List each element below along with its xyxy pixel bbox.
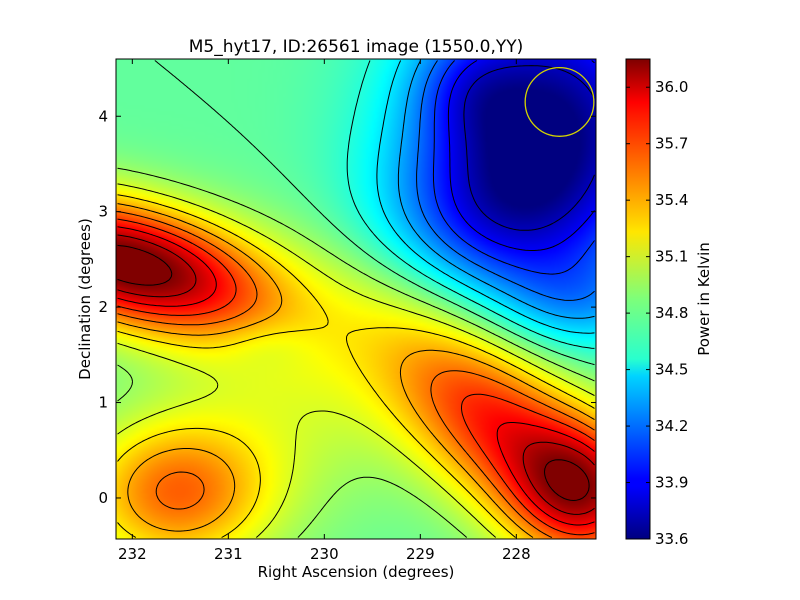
contour-line [416,60,595,301]
y-tick-label: 2 [98,298,108,316]
contour-line [117,234,595,515]
contour-line [117,183,595,538]
colorbar-tick-label: 33.6 [655,530,688,548]
contour-line [463,65,595,231]
contour-line [346,60,595,349]
contour-lines [117,60,595,538]
x-tick-label: 230 [310,545,339,563]
colorbar-tick-label: 35.1 [655,248,688,266]
contour-line [432,60,595,275]
colorbar [625,58,651,540]
colorbar-tick-label: 34.2 [655,417,688,435]
y-tick-label: 4 [98,107,108,125]
contour-line [154,60,595,366]
contour-line [397,60,595,319]
contour-line [447,60,595,251]
y-tick-label: 3 [98,203,108,221]
contour-line [117,218,595,536]
colorbar-tick-label: 35.7 [655,135,688,153]
y-axis-ticks: 0 1 2 3 4 [98,107,596,507]
plot-frame [115,58,597,540]
contour-line [117,203,595,538]
x-axis-label: Right Ascension (degrees) [258,563,455,581]
colorbar-ticks: 33.6 33.9 34.2 34.5 34.8 35.1 35.4 35.7 36.0 [626,78,688,548]
colorbar-label: Power in Kelvin [695,242,713,356]
contour-line [117,167,595,538]
colorbar-tick-label: 34.5 [655,361,688,379]
colorbar-tick-label: 34.8 [655,304,688,322]
x-tick-label: 229 [406,545,435,563]
contour-line [376,60,595,334]
x-tick-label: 231 [214,545,243,563]
colorbar-tick-label: 35.4 [655,191,688,209]
colorbar-tick-label: 36.0 [655,78,688,96]
contour-line [117,194,595,538]
chart-title: M5_hyt17, ID:26561 image (1550.0,YY) [189,37,524,57]
x-tick-label: 228 [502,545,531,563]
y-tick-label: 0 [98,489,108,507]
x-axis-ticks: 232 231 230 229 228 [118,59,531,563]
y-tick-label: 1 [98,394,108,412]
contour-line [117,244,590,501]
colorbar-tick-label: 33.9 [655,474,688,492]
x-tick-label: 232 [118,545,147,563]
beam-circle [524,66,595,137]
contour-line [117,226,595,526]
y-axis-label: Declination (degrees) [76,218,94,380]
